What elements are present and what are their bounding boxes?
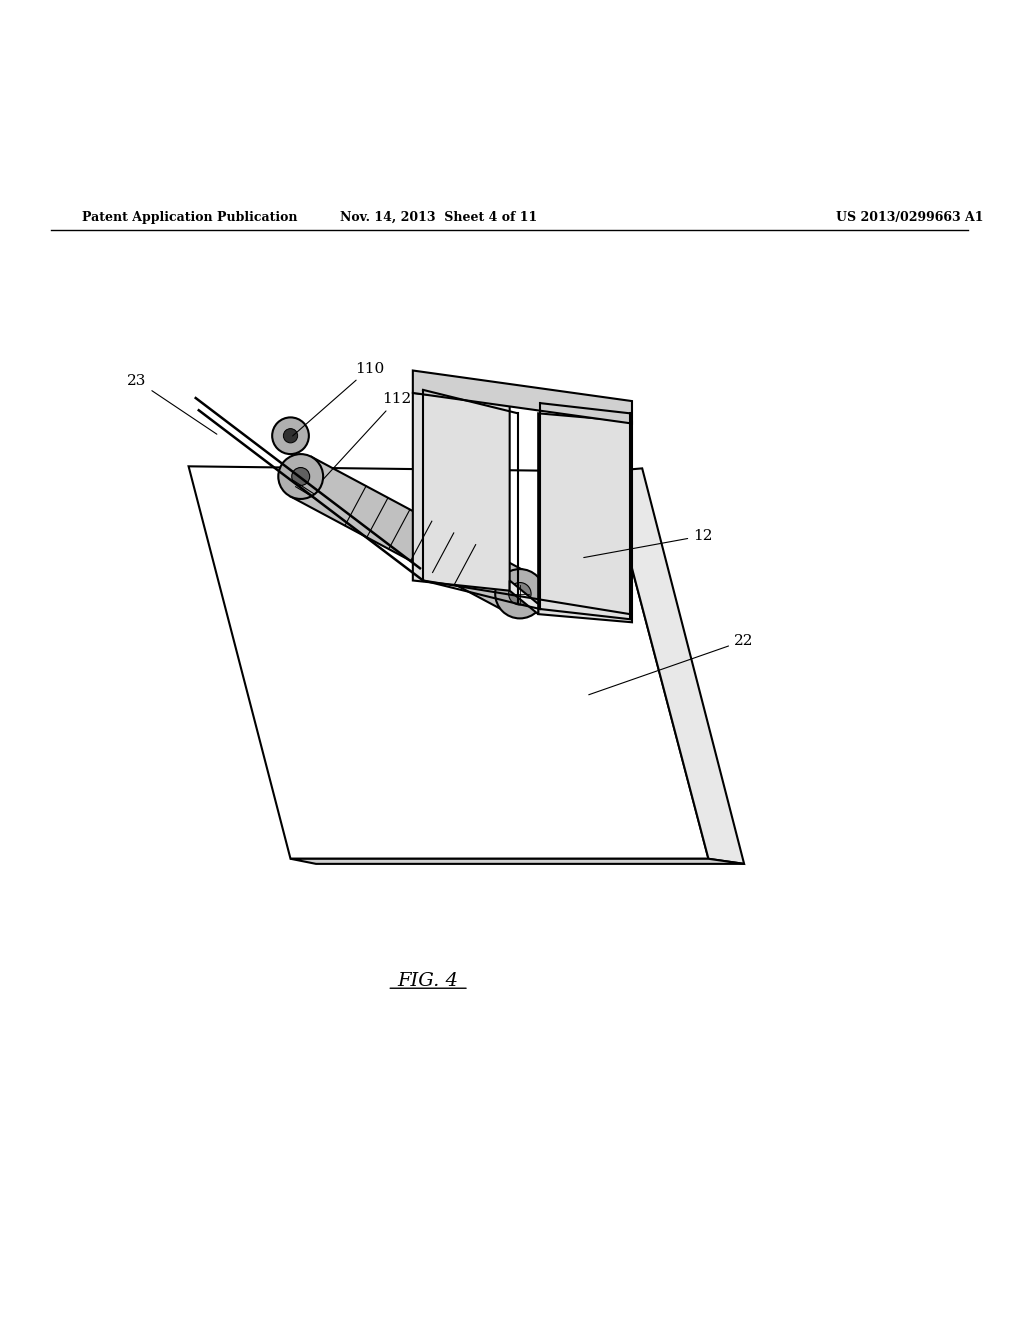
Text: Patent Application Publication: Patent Application Publication bbox=[82, 211, 297, 224]
Polygon shape bbox=[539, 413, 632, 622]
Polygon shape bbox=[413, 371, 632, 424]
Polygon shape bbox=[413, 393, 510, 590]
Circle shape bbox=[496, 569, 545, 618]
Polygon shape bbox=[290, 457, 530, 614]
Circle shape bbox=[272, 417, 309, 454]
Circle shape bbox=[279, 454, 324, 499]
Circle shape bbox=[284, 429, 298, 444]
Polygon shape bbox=[291, 859, 744, 863]
Circle shape bbox=[292, 467, 309, 486]
Circle shape bbox=[509, 582, 531, 605]
Polygon shape bbox=[510, 581, 539, 614]
Text: 110: 110 bbox=[293, 362, 384, 436]
Text: 22: 22 bbox=[589, 634, 754, 694]
Text: US 2013/0299663 A1: US 2013/0299663 A1 bbox=[836, 211, 983, 224]
Text: 12: 12 bbox=[584, 529, 713, 557]
Text: 23: 23 bbox=[127, 374, 217, 434]
Polygon shape bbox=[606, 469, 744, 863]
Text: Nov. 14, 2013  Sheet 4 of 11: Nov. 14, 2013 Sheet 4 of 11 bbox=[340, 211, 537, 224]
Text: FIG. 4: FIG. 4 bbox=[397, 972, 459, 990]
Text: 112: 112 bbox=[323, 392, 412, 479]
